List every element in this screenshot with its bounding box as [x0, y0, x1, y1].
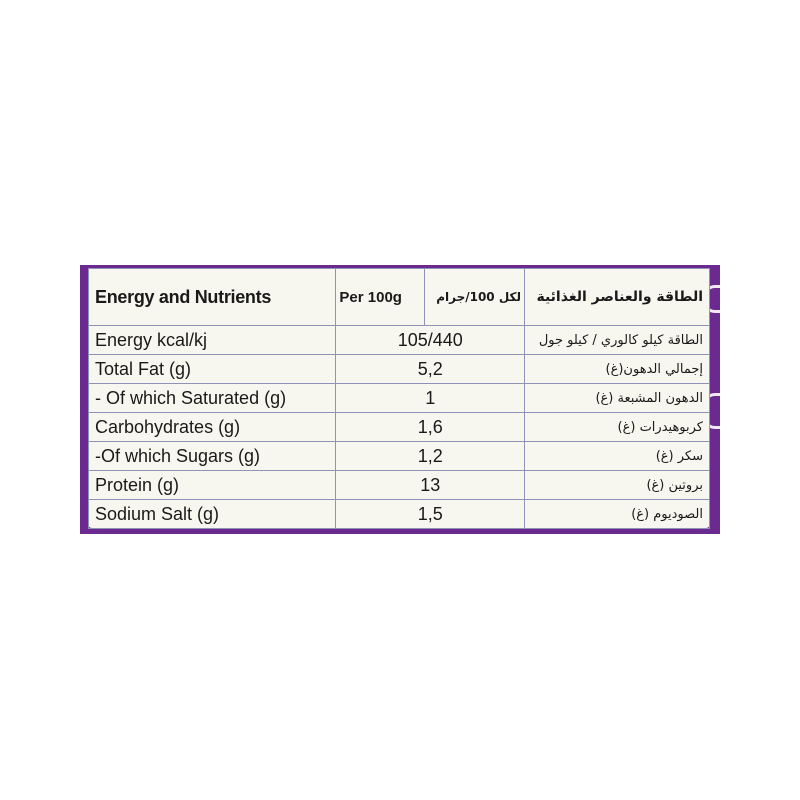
nutrient-value: 105/440	[335, 325, 526, 355]
table-row: - Of which Saturated (g) 1 الدهون المشبع…	[87, 383, 710, 413]
nutrient-name-en: Protein (g)	[87, 470, 337, 500]
nutrient-value: 1,6	[335, 412, 526, 442]
header-per-ar: لكل 100/جرام	[424, 268, 526, 326]
nutrient-value: 1,2	[335, 441, 526, 471]
nutrient-name-ar: كربوهيدرات (غ)	[524, 412, 710, 442]
nutrient-name-ar: إجمالي الدهون(غ)	[524, 354, 710, 384]
nutrient-name-en: Carbohydrates (g)	[87, 412, 337, 442]
nutrient-value: 13	[335, 470, 526, 500]
table-row: Energy kcal/kj 105/440 الطاقة كيلو كالور…	[87, 325, 710, 355]
table-header-row: Energy and Nutrients Per 100g لكل 100/جر…	[87, 268, 710, 326]
table-row: Sodium Salt (g) 1,5 الصوديوم (غ)	[87, 499, 710, 529]
header-title-ar: الطاقة والعناصر الغذائية	[524, 268, 710, 326]
nutrient-name-ar: الصوديوم (غ)	[524, 499, 710, 529]
nutrient-value: 1	[335, 383, 526, 413]
nutrient-value: 5,2	[335, 354, 526, 384]
nutrient-name-en: Energy kcal/kj	[87, 325, 337, 355]
header-per-en: Per 100g	[335, 268, 426, 326]
table-row: Carbohydrates (g) 1,6 كربوهيدرات (غ)	[87, 412, 710, 442]
table-row: Protein (g) 13 بروتين (غ)	[87, 470, 710, 500]
nutrient-name-en: Sodium Salt (g)	[87, 499, 337, 529]
nutrient-name-ar: سكر (غ)	[524, 441, 710, 471]
nutrient-name-en: - Of which Saturated (g)	[87, 383, 337, 413]
nutrient-name-en: Total Fat (g)	[87, 354, 337, 384]
nutrition-table: Energy and Nutrients Per 100g لكل 100/جر…	[87, 268, 710, 529]
nutrient-name-en: -Of which Sugars (g)	[87, 441, 337, 471]
nutrient-name-ar: بروتين (غ)	[524, 470, 710, 500]
table-row: Total Fat (g) 5,2 إجمالي الدهون(غ)	[87, 354, 710, 384]
nutrient-name-ar: الدهون المشبعة (غ)	[524, 383, 710, 413]
table-row: -Of which Sugars (g) 1,2 سكر (غ)	[87, 441, 710, 471]
header-title-en: Energy and Nutrients	[87, 268, 337, 326]
nutrient-name-ar: الطاقة كيلو كالوري / كيلو جول	[524, 325, 710, 355]
nutrient-value: 1,5	[335, 499, 526, 529]
